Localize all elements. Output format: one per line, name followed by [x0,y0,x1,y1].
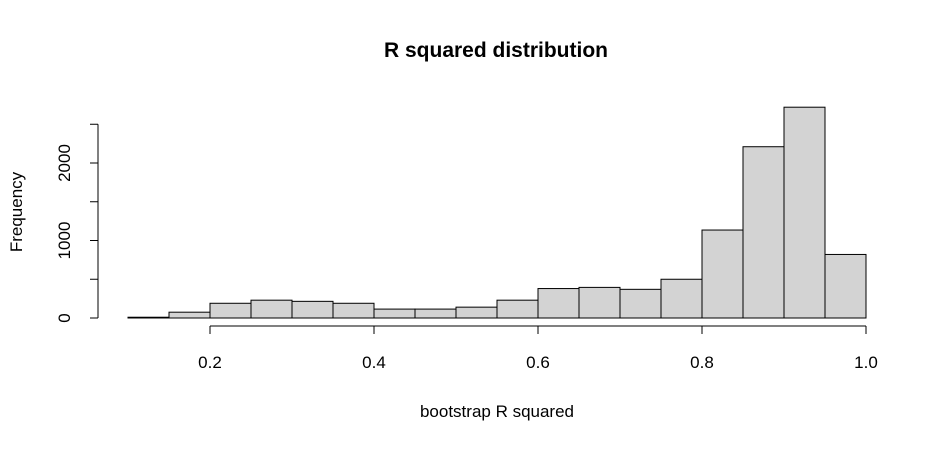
histogram-bar [701,229,744,319]
histogram-bar [168,311,211,319]
bars-group [127,106,867,319]
histogram-bar [127,316,170,319]
histogram-bar [619,288,662,319]
histogram-bar [660,278,703,319]
histogram-bar [742,146,785,319]
histogram-bar [455,306,498,319]
y-tick-label: 1000 [55,222,74,260]
y-tick-label: 0 [55,313,74,322]
x-tick-label: 0.8 [690,353,714,372]
histogram-bar [783,106,826,319]
histogram-bar [291,300,334,319]
histogram-bar [373,308,416,319]
histogram-bar [496,299,539,319]
histogram-bar [250,299,293,319]
y-tick-label: 2000 [55,144,74,182]
x-axis-label: bootstrap R squared [420,402,574,421]
histogram-bar [414,308,457,319]
x-axis: 0.2 0.4 0.6 0.8 1.0 [198,325,878,372]
x-tick-label: 1.0 [854,353,878,372]
histogram-bar [209,302,252,319]
x-tick-label: 0.2 [198,353,222,372]
y-axis: 0 1000 2000 [55,123,99,323]
chart-title: R squared distribution [384,39,608,62]
histogram-bar [537,288,580,319]
histogram-bar [332,302,375,319]
x-tick-label: 0.4 [362,353,386,372]
y-axis-label: Frequency [7,171,26,252]
x-tick-label: 0.6 [526,353,550,372]
histogram-bar [824,253,867,319]
histogram-bar [578,286,621,319]
